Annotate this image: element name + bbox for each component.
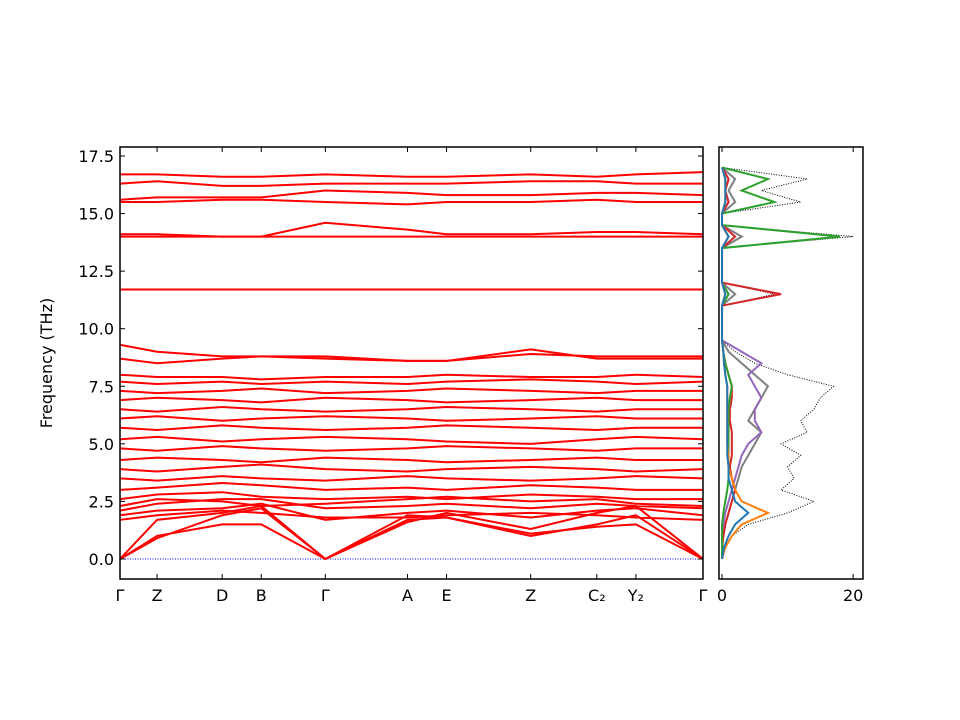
band — [119, 445, 703, 452]
x-tick-label: C₂ — [588, 586, 606, 605]
band — [119, 415, 703, 422]
y-tick-label: 2.5 — [89, 492, 114, 511]
x-tick-label: A — [402, 586, 413, 605]
band — [119, 378, 704, 385]
x-tick-label: 20 — [843, 586, 863, 605]
x-tick-label: B — [256, 586, 267, 605]
band — [119, 180, 703, 187]
y-axis-label: Frequency (THz) — [37, 298, 56, 428]
band — [120, 198, 703, 206]
band — [119, 507, 704, 561]
band — [119, 475, 704, 482]
plot-frame — [718, 146, 864, 580]
x-tick-label: Z — [152, 586, 163, 605]
band — [119, 424, 703, 432]
x-tick-label: Z — [525, 586, 536, 605]
band — [119, 509, 704, 521]
band — [119, 373, 704, 381]
x-tick-label: Γ — [699, 586, 708, 605]
y-tick-label: 17.5 — [78, 147, 114, 166]
band — [119, 405, 703, 413]
x-tick-label: Γ — [116, 586, 125, 605]
band — [119, 456, 703, 464]
y-tick-label: 12.5 — [78, 262, 114, 281]
band — [119, 491, 703, 501]
x-tick-label: D — [216, 586, 228, 605]
dos-curve — [721, 167, 750, 560]
y-tick-label: 10.0 — [78, 320, 114, 339]
y-tick-label: 5.0 — [89, 435, 114, 454]
band — [119, 502, 704, 521]
y-tick-label: 0.0 — [89, 550, 114, 569]
plot-frame — [119, 146, 704, 580]
band — [119, 504, 704, 561]
dos-curve — [721, 166, 854, 560]
x-tick-label: Y₂ — [627, 586, 644, 605]
band — [119, 516, 704, 561]
y-tick-label: 15.0 — [78, 205, 114, 224]
x-tick-label: E — [442, 586, 452, 605]
band — [119, 463, 704, 473]
band — [120, 221, 704, 238]
band — [120, 171, 704, 178]
y-tick-label: 7.5 — [89, 377, 114, 396]
band — [119, 481, 703, 491]
band — [119, 189, 704, 201]
band — [119, 396, 703, 404]
band — [119, 387, 703, 395]
band — [119, 343, 703, 362]
band — [119, 435, 704, 445]
x-tick-label: Γ — [321, 586, 330, 605]
band — [119, 495, 704, 508]
x-tick-label: 0 — [717, 586, 727, 605]
dos-curve — [721, 166, 841, 559]
